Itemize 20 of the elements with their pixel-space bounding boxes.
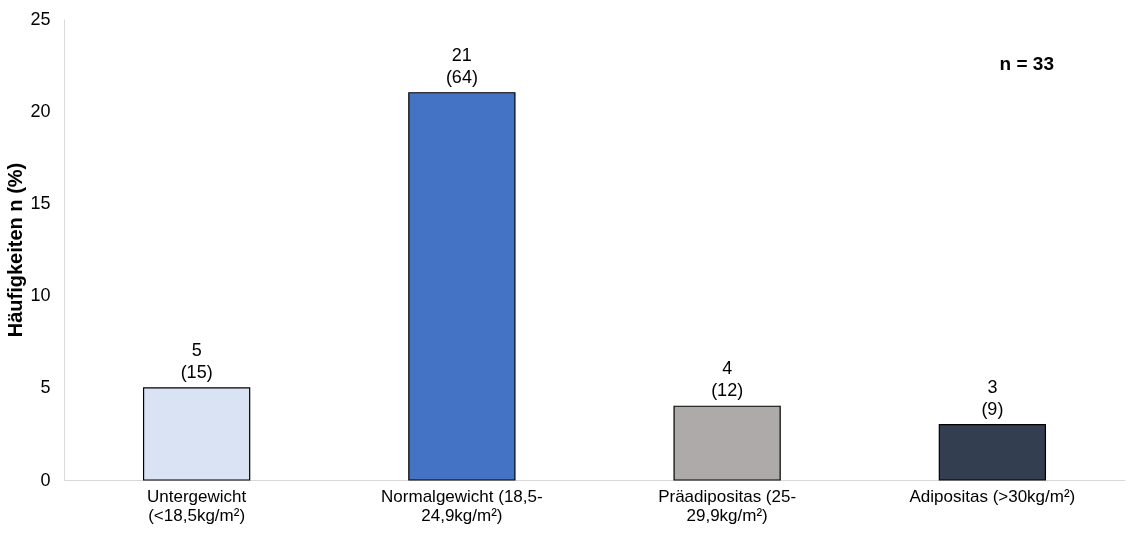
annotation: n = 33	[999, 53, 1054, 74]
text: 4 (12)	[711, 358, 744, 401]
text: 3 (9)	[981, 376, 1004, 419]
x-tick-label: Normalgewicht (18,5-24,9kg/m²)	[381, 486, 543, 525]
x-tick-label: Untergewicht (<18,5kg/m²)	[147, 486, 247, 525]
bar	[142, 387, 251, 481]
x-tick-label: Adipositas (>30kg/m²)	[909, 486, 1076, 506]
y-axis-title: Häufigkeiten n (%)	[4, 162, 27, 338]
y-tick-label: 5	[40, 377, 51, 398]
bar	[673, 405, 781, 481]
x-tick-label: Präadipositas (25-29,9kg/m²)	[658, 486, 797, 525]
y-tick-label: 20	[30, 100, 51, 121]
y-tick-label: 15	[30, 192, 51, 213]
bar	[938, 424, 1047, 481]
text: 21 (64)	[445, 44, 478, 87]
y-tick-label: 10	[30, 285, 51, 306]
y-tick-label: 0	[40, 469, 51, 490]
text: 5 (15)	[180, 339, 213, 382]
bar	[408, 92, 516, 481]
y-tick-label: 25	[30, 8, 51, 29]
